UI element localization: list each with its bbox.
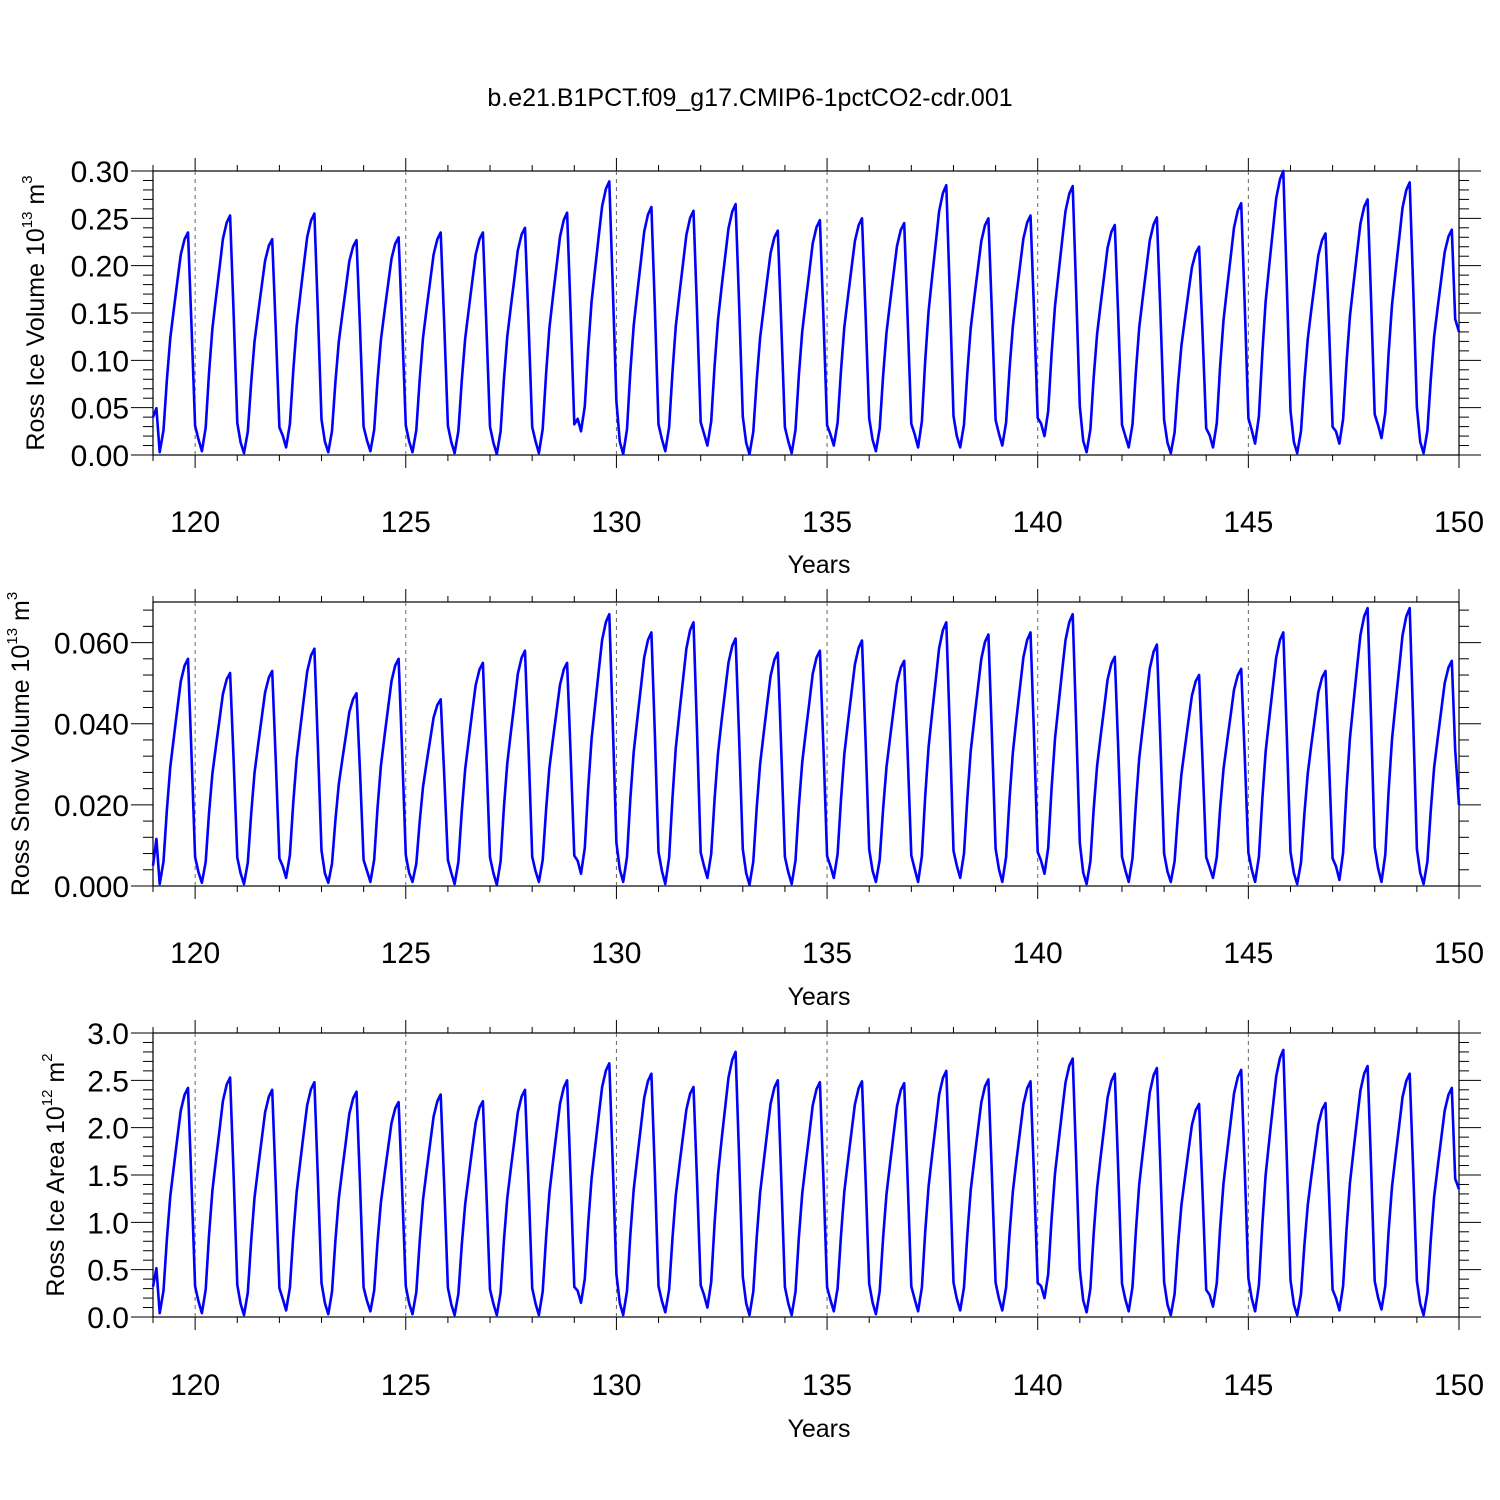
y-axis-title-text: Ross Ice Volume 10 (22, 228, 50, 450)
y-tick-label: 0.10 (71, 345, 129, 378)
chart-panel-2: 120 125 130 135 140 145 150 0.000 0.020 0.040 0.06… (4, 589, 1484, 1011)
y-axis-title-superscript: 12 (39, 1090, 56, 1107)
y-tick-label: 0.040 (54, 709, 129, 742)
x-tick-label: 130 (591, 1369, 641, 1402)
y-tick-label: 3.0 (87, 1018, 129, 1051)
plot-frame (152, 601, 1460, 887)
y-tick-label: 0.05 (71, 393, 129, 426)
series-line (151, 169, 1461, 456)
x-tick-label: 120 (170, 1369, 220, 1402)
y-axis-title-text: Ross Snow Volume 10 (7, 645, 35, 897)
x-tick-label: 120 (170, 937, 220, 970)
x-tick-label: 135 (802, 506, 852, 539)
y-axis-title: Ross Snow Volume 1013 m3 (4, 592, 35, 896)
x-tick-label: 140 (1013, 506, 1063, 539)
y-axis-title-text: m (7, 600, 35, 628)
y-axis-title-superscript: 3 (4, 592, 21, 600)
y-axis-title-superscript: 2 (39, 1053, 56, 1061)
x-axis-title: Years (787, 551, 850, 579)
y-tick-label: 2.5 (87, 1065, 129, 1098)
y-tick-label: 0.0 (87, 1302, 129, 1335)
x-tick-label: 130 (591, 937, 641, 970)
x-axis-title: Years (787, 1415, 850, 1443)
y-tick-label: 2.0 (87, 1113, 129, 1146)
y-axis-title-superscript: 3 (19, 175, 36, 183)
series-line (151, 606, 1461, 887)
x-tick-label: 125 (381, 506, 431, 539)
x-tick-label: 130 (591, 506, 641, 539)
y-tick-label: 0.000 (54, 871, 129, 904)
x-axis-title: Years (787, 983, 850, 1011)
x-tick-label: 135 (802, 1369, 852, 1402)
chart-panel-3: 120 125 130 135 140 145 150 0.0 0.5 1.0 1.5 2.0 2.5 3… (39, 1018, 1484, 1443)
chart-title: b.e21.B1PCT.f09_g17.CMIP6-1pctCO2-cdr.00… (487, 84, 1012, 112)
x-tick-label: 120 (170, 506, 220, 539)
x-tick-label: 140 (1013, 937, 1063, 970)
x-tick-label: 145 (1223, 937, 1273, 970)
y-tick-label: 0.20 (71, 251, 129, 284)
y-tick-label: 0.15 (71, 298, 129, 331)
y-axis-title: Ross Ice Volume 1013 m3 (19, 175, 50, 450)
y-axis-title-superscript: 13 (19, 212, 36, 229)
y-axis-title-superscript: 13 (4, 628, 21, 645)
y-tick-label: 0.060 (54, 628, 129, 661)
x-tick-label: 145 (1223, 506, 1273, 539)
x-tick-label: 150 (1434, 937, 1484, 970)
y-tick-label: 0.020 (54, 790, 129, 823)
plot-frame (152, 170, 1460, 456)
plot-frame (152, 1032, 1460, 1318)
y-axis-title: Ross Ice Area 1012 m2 (39, 1053, 70, 1296)
x-tick-label: 150 (1434, 1369, 1484, 1402)
y-axis-title-text: Ross Ice Area 10 (42, 1106, 70, 1296)
x-tick-label: 125 (381, 937, 431, 970)
y-tick-label: 1.0 (87, 1207, 129, 1240)
chart-panel-1: 120 125 130 135 140 145 150 0.00 0.05 0.10 0.15 0.2… (19, 156, 1484, 579)
y-tick-label: 1.5 (87, 1160, 129, 1193)
y-tick-label: 0.00 (71, 440, 129, 473)
x-tick-label: 145 (1223, 1369, 1273, 1402)
y-axis-title-text: m (42, 1062, 70, 1090)
y-axis-title-text: m (22, 184, 50, 212)
x-tick-label: 140 (1013, 1369, 1063, 1402)
series-line (151, 1048, 1461, 1317)
x-tick-label: 135 (802, 937, 852, 970)
y-tick-label: 0.30 (71, 156, 129, 189)
y-tick-label: 0.25 (71, 203, 129, 236)
x-tick-label: 125 (381, 1369, 431, 1402)
y-tick-label: 0.5 (87, 1255, 129, 1288)
x-tick-label: 150 (1434, 506, 1484, 539)
